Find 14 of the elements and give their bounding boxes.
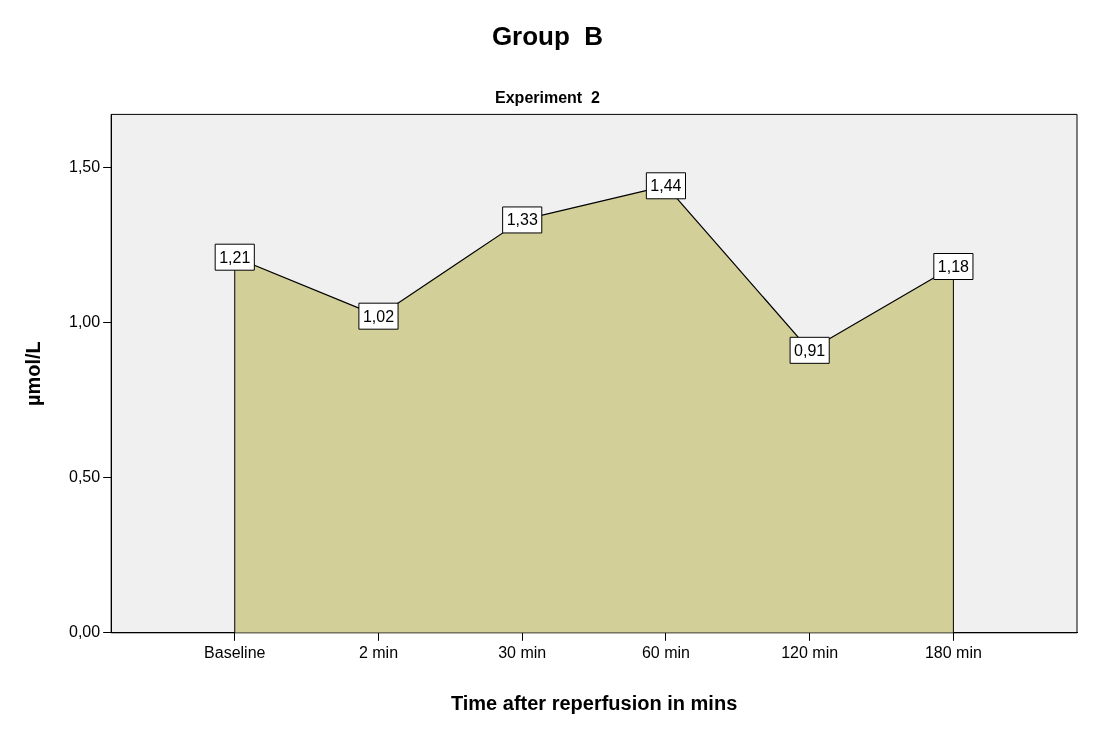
y-axis-title: µmol/L <box>21 341 44 407</box>
chart-subtitle: Experiment 2 <box>495 89 601 107</box>
x-tick-label: 30 min <box>498 643 547 661</box>
y-tick-label: 0,00 <box>69 623 101 641</box>
chart-title: Group B <box>491 20 604 51</box>
x-tick-label: Baseline <box>204 643 266 661</box>
x-tick-label: 180 min <box>924 643 982 661</box>
x-axis-title: Time after reperfusion in mins <box>450 691 738 714</box>
y-tick-label: 1,00 <box>69 312 101 330</box>
y-tick-label: 1,50 <box>69 157 101 175</box>
x-tick-label: 120 min <box>781 643 839 661</box>
x-tick-label: 2 min <box>358 643 399 661</box>
y-tick-label: 0,50 <box>69 468 101 485</box>
x-tick-label: 60 min <box>641 643 690 661</box>
